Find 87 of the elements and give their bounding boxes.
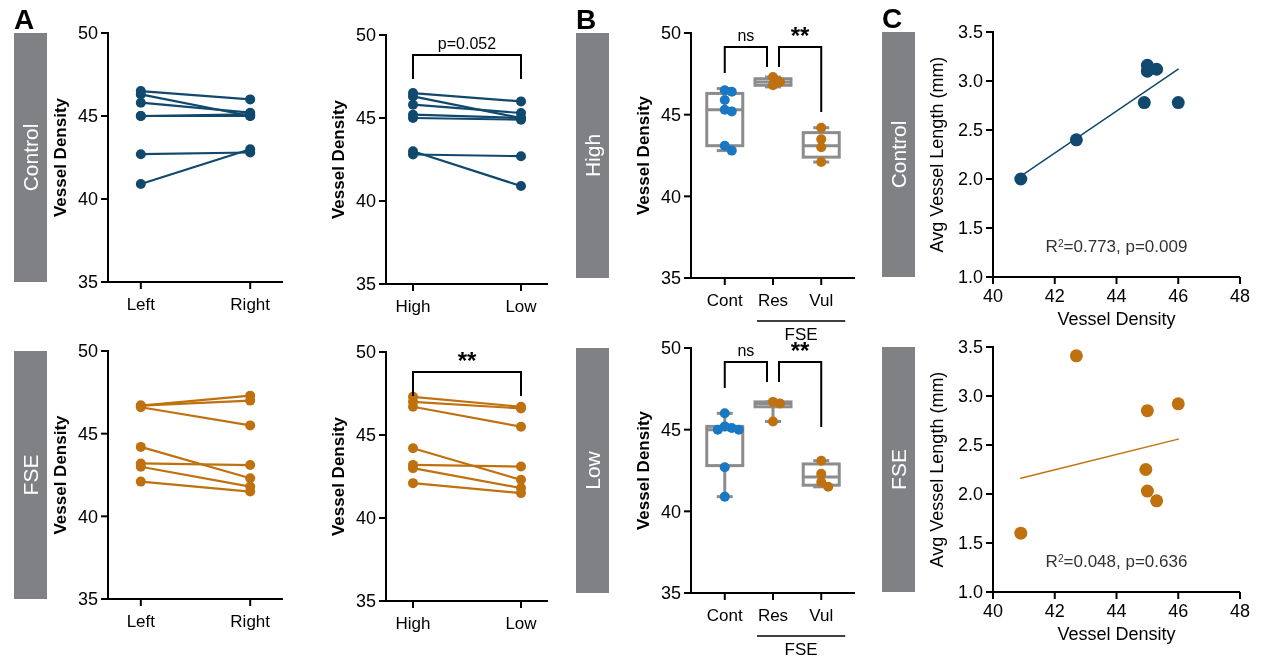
text: B bbox=[576, 4, 597, 35]
y-tick-label: 40 bbox=[355, 191, 376, 212]
y-axis-title: Vessel Density bbox=[634, 410, 653, 531]
y-tick-label: 35 bbox=[355, 591, 376, 612]
y-tick-label: 45 bbox=[355, 425, 376, 446]
y-tick-label: 1.0 bbox=[957, 582, 983, 603]
y-axis-title: Vessel Density bbox=[51, 414, 70, 535]
x-tick-label: Res bbox=[757, 606, 789, 625]
y-tick-label: 35 bbox=[355, 274, 376, 295]
x-tick-label: Cont bbox=[706, 291, 743, 310]
y-tick-label: 50 bbox=[355, 342, 376, 363]
text: FSE bbox=[784, 640, 818, 659]
annotation: R$^{2}$=0.773, p=0.009 bbox=[1045, 237, 1188, 256]
y-tick-label: 45 bbox=[660, 104, 681, 125]
text: C bbox=[882, 3, 903, 34]
y-tick-label: 40 bbox=[355, 508, 376, 529]
y-tick-label: 2.0 bbox=[957, 169, 983, 190]
text: Low bbox=[580, 450, 604, 490]
y-tick-label: 1.5 bbox=[957, 218, 983, 239]
x-tick-label: Low bbox=[505, 614, 538, 633]
x-tick-label: 46 bbox=[1168, 286, 1189, 306]
y-tick-label: 45 bbox=[660, 419, 681, 440]
y-tick-label: 35 bbox=[77, 272, 98, 293]
y-tick-label: 35 bbox=[77, 589, 98, 610]
y-tick-label: 3.5 bbox=[957, 337, 983, 358]
x-tick-label: Left bbox=[126, 612, 156, 631]
x-tick-label: 44 bbox=[1106, 286, 1127, 306]
text: High bbox=[580, 133, 604, 178]
y-tick-label: 1.5 bbox=[957, 533, 983, 554]
x-tick-label: Left bbox=[126, 295, 156, 314]
y-tick-label: 45 bbox=[355, 108, 376, 129]
y-tick-label: 2.0 bbox=[957, 484, 983, 505]
x-tick-label: 40 bbox=[982, 601, 1004, 621]
y-tick-label: 2.5 bbox=[957, 435, 983, 456]
y-tick-label: 50 bbox=[660, 23, 681, 44]
y-tick-label: 1.0 bbox=[957, 267, 983, 288]
annotation: R$^{2}$=0.048, p=0.636 bbox=[1045, 552, 1188, 571]
y-tick-label: 3.0 bbox=[957, 386, 983, 407]
x-axis-title: Vessel Density bbox=[1057, 624, 1176, 644]
annotation: ns bbox=[737, 342, 755, 359]
annotation: ns bbox=[737, 27, 755, 44]
x-tick-label: 42 bbox=[1044, 286, 1065, 306]
text: A bbox=[14, 4, 35, 35]
annotation: ** bbox=[457, 347, 477, 374]
x-tick-label: 42 bbox=[1044, 601, 1065, 621]
y-tick-label: 50 bbox=[355, 25, 376, 46]
x-tick-label: 46 bbox=[1168, 601, 1189, 621]
text: FSE bbox=[886, 449, 910, 490]
y-tick-label: 50 bbox=[660, 338, 681, 359]
x-tick-label: Vul bbox=[809, 291, 834, 310]
text: Control bbox=[886, 120, 910, 189]
x-tick-label: Res bbox=[757, 291, 789, 310]
y-tick-label: 40 bbox=[77, 189, 98, 210]
y-tick-label: 3.5 bbox=[957, 22, 983, 43]
text: Control bbox=[18, 123, 42, 192]
y-tick-label: 35 bbox=[660, 583, 681, 604]
y-axis-title: Vessel Density bbox=[634, 95, 653, 216]
x-tick-label: Low bbox=[505, 297, 538, 316]
y-axis-title: Vessel Density bbox=[329, 416, 348, 537]
y-tick-label: 40 bbox=[660, 186, 681, 207]
x-axis-title: Vessel Density bbox=[1057, 309, 1176, 329]
y-tick-label: 45 bbox=[77, 423, 98, 444]
x-tick-label: 48 bbox=[1229, 286, 1251, 306]
x-tick-label: 44 bbox=[1106, 601, 1127, 621]
x-tick-label: High bbox=[395, 614, 431, 633]
y-axis-title: Vessel Density bbox=[51, 97, 70, 218]
x-tick-label: Cont bbox=[706, 606, 743, 625]
x-tick-label: High bbox=[395, 297, 431, 316]
x-tick-label: Vul bbox=[809, 606, 834, 625]
y-tick-label: 3.0 bbox=[957, 71, 983, 92]
y-axis-title: Avg Vessel Length (mm) bbox=[927, 371, 947, 568]
y-tick-label: 40 bbox=[77, 506, 98, 527]
x-tick-label: 48 bbox=[1229, 601, 1251, 621]
y-axis-title: Avg Vessel Length (mm) bbox=[927, 56, 947, 253]
y-tick-label: 35 bbox=[660, 268, 681, 289]
annotation: ** bbox=[790, 22, 811, 49]
y-tick-label: 2.5 bbox=[957, 120, 983, 141]
x-tick-label: Right bbox=[230, 295, 271, 314]
y-tick-label: 40 bbox=[660, 501, 681, 522]
x-tick-label: 40 bbox=[982, 286, 1004, 306]
y-tick-label: 45 bbox=[77, 106, 98, 127]
annotation: p=0.052 bbox=[437, 35, 497, 52]
y-tick-label: 50 bbox=[77, 23, 98, 44]
y-axis-title: Vessel Density bbox=[329, 99, 348, 220]
y-tick-label: 50 bbox=[77, 341, 98, 362]
text: FSE bbox=[18, 454, 42, 496]
x-tick-label: Right bbox=[230, 612, 271, 631]
